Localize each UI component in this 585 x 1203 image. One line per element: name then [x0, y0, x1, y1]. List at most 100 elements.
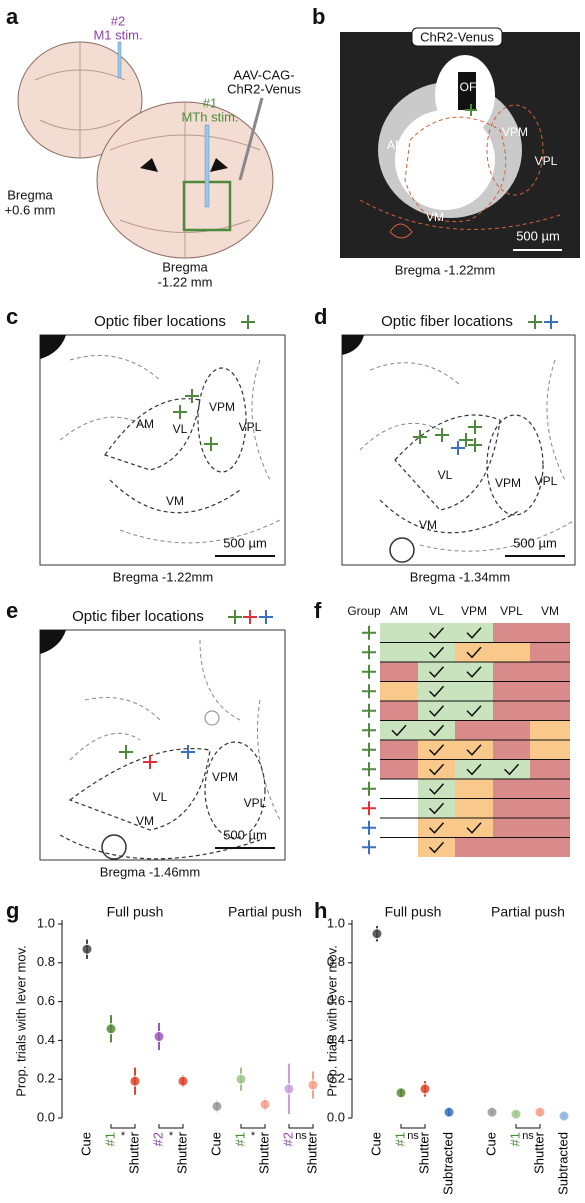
- check-mark: [466, 763, 482, 776]
- bregma-label: +0.6 mm: [5, 202, 56, 217]
- check-mark: [428, 685, 445, 698]
- x-tick-label: Cue: [78, 1132, 93, 1156]
- check-mark: [428, 646, 445, 659]
- check-mark: [428, 724, 445, 737]
- group-title: Partial push: [491, 904, 565, 920]
- region-label: AM: [136, 417, 154, 431]
- mean-dot: [235, 1073, 247, 1085]
- x-tick-label: Cue: [483, 1132, 498, 1156]
- group-marker: [362, 781, 376, 796]
- x-tick-label: Shutter: [256, 1131, 271, 1174]
- significance-bracket: [288, 1124, 314, 1129]
- caption: Bregma -1.22mm: [113, 569, 213, 584]
- y-tick-label: 1.0: [327, 915, 345, 930]
- mean-dot: [211, 1100, 223, 1112]
- x-tick-label: #2: [150, 1132, 165, 1146]
- mean-dot: [558, 1110, 570, 1122]
- check-mark: [428, 822, 445, 834]
- mean-dot: [419, 1083, 431, 1095]
- y-tick-label: 0.4: [327, 1032, 345, 1047]
- y-axis-label: Prop. trials with lever mov.: [324, 945, 339, 1096]
- region-label: VPL: [239, 420, 262, 434]
- table-cell: [493, 779, 530, 799]
- y-tick-label: 0.0: [327, 1109, 345, 1124]
- x-tick-label: #2: [280, 1132, 295, 1146]
- region-label: VL: [448, 162, 463, 176]
- y-axis-label: Prop. trials with lever mov.: [13, 945, 28, 1096]
- panel-letter: b: [312, 4, 325, 29]
- group-title: Full push: [385, 904, 442, 920]
- group-title: Partial push: [228, 904, 302, 920]
- y-tick-label: 0.8: [327, 954, 345, 969]
- check-mark: [428, 841, 445, 854]
- table-cell: [418, 779, 455, 799]
- table-cell: [418, 623, 455, 643]
- check-mark: [428, 802, 445, 815]
- table-cell: [493, 798, 530, 818]
- check-mark: [428, 744, 445, 756]
- panel-d-atlas: [341, 315, 576, 566]
- panel-f-table: Group AM VL VPM VPL VM: [347, 604, 570, 857]
- table-cell: [418, 701, 455, 721]
- mean-dot: [534, 1106, 546, 1118]
- group-marker: [362, 801, 376, 816]
- table-cell: [455, 759, 493, 779]
- x-tick-label: Cue: [208, 1132, 223, 1156]
- table-cell: [493, 837, 530, 857]
- table-cell: [455, 701, 493, 721]
- table-cell: [530, 740, 570, 760]
- significance-label: ns: [522, 1130, 534, 1142]
- table-cell: [455, 740, 493, 760]
- mean-dot: [129, 1075, 141, 1087]
- mean-dot: [510, 1108, 522, 1120]
- region-label: VPL: [244, 796, 267, 810]
- region-label: VPM: [212, 770, 238, 784]
- y-tick-label: 1.0: [37, 915, 55, 930]
- region-label: VM: [166, 494, 184, 508]
- region-label: OF: [460, 80, 477, 94]
- table-cell: [530, 623, 570, 643]
- panel-b-image: [340, 27, 580, 258]
- check-mark: [466, 646, 482, 659]
- region-label: VPM: [209, 400, 235, 414]
- table-cell: [530, 662, 570, 682]
- caption: Bregma -1.46mm: [100, 864, 200, 879]
- region-label: VM: [136, 814, 154, 828]
- table-cell: [418, 759, 455, 779]
- group-marker: [362, 703, 376, 718]
- significance-label: ns: [407, 1130, 419, 1142]
- region-label: VL: [438, 468, 453, 482]
- bregma-label: Bregma: [7, 187, 53, 202]
- mean-dot: [307, 1079, 319, 1091]
- scale-label: 500 µm: [513, 535, 557, 550]
- table-header: AM: [390, 604, 408, 618]
- x-tick-label: Shutter: [304, 1131, 319, 1174]
- caption: Bregma -1.22mm: [395, 262, 495, 277]
- virus-label: ChR2-Venus: [227, 81, 301, 96]
- table-cell: [493, 720, 530, 740]
- panel-title: Optic fiber locations: [72, 608, 204, 625]
- stim-label: M1 stim.: [93, 27, 142, 42]
- check-mark: [466, 822, 482, 834]
- significance-label: *: [169, 1130, 174, 1142]
- panel-c-atlas: [39, 315, 286, 566]
- y-tick-label: 0.0: [37, 1109, 55, 1124]
- table-cell: [418, 740, 455, 760]
- mean-dot: [395, 1087, 407, 1099]
- table-header: VPL: [500, 604, 523, 618]
- table-cell: [455, 623, 493, 643]
- table-cell: [418, 681, 455, 701]
- panel-letter: g: [6, 898, 19, 923]
- check-mark: [428, 763, 445, 776]
- panel-letter: d: [314, 304, 327, 329]
- check-mark: [428, 705, 445, 717]
- significance-label: *: [121, 1130, 126, 1142]
- region-label: VL: [173, 422, 188, 436]
- table-cell: [493, 642, 530, 662]
- table-cell: [418, 662, 455, 682]
- x-tick-label: Subtracted: [555, 1132, 570, 1195]
- caption: Bregma -1.34mm: [410, 569, 510, 584]
- group-title: Full push: [107, 904, 164, 920]
- check-mark: [466, 705, 482, 717]
- mean-dot: [105, 1023, 117, 1035]
